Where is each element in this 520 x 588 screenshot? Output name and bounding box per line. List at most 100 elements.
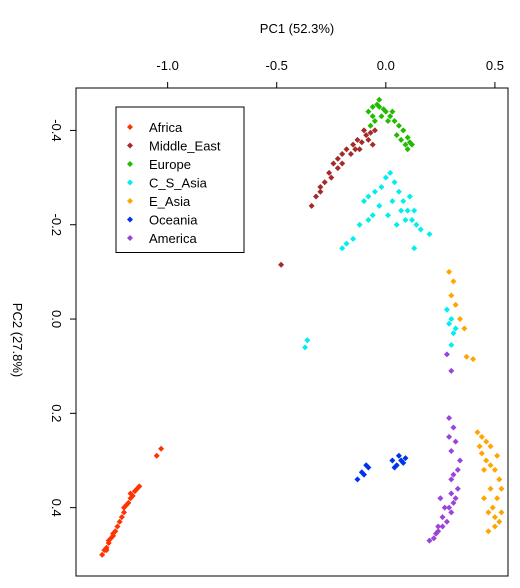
legend-label: Oceania [149, 213, 198, 228]
point-e-asia [446, 268, 453, 275]
point-c-s-asia [382, 174, 389, 181]
point-e-asia [481, 495, 487, 502]
point-middle-east [278, 261, 285, 268]
point-middle-east [317, 188, 324, 195]
point-europe [367, 122, 374, 129]
legend-marker [127, 216, 133, 223]
point-c-s-asia [389, 198, 396, 205]
point-middle-east [339, 151, 346, 158]
point-america [433, 530, 439, 537]
point-africa [153, 452, 160, 459]
point-america [450, 471, 457, 478]
point-c-s-asia [343, 240, 350, 247]
point-e-asia [476, 443, 483, 450]
point-europe [404, 146, 411, 153]
point-c-s-asia [404, 207, 411, 214]
point-america [441, 504, 448, 511]
legend-label: E_Asia [149, 194, 191, 209]
point-e-asia [483, 457, 490, 464]
point-oceania [400, 459, 407, 466]
point-c-s-asia [417, 226, 424, 233]
point-e-asia [494, 452, 501, 459]
point-africa [118, 514, 125, 521]
point-africa [110, 532, 117, 539]
legend-label: America [149, 231, 197, 246]
point-e-asia [481, 466, 487, 473]
point-america [426, 537, 433, 544]
point-america [437, 495, 444, 502]
point-europe [369, 103, 376, 110]
point-e-asia [487, 462, 494, 469]
x-tick-label: 0.0 [377, 58, 395, 73]
point-e-asia [491, 523, 498, 530]
x-axis-title: PC1 (52.3%) [260, 21, 334, 36]
legend-label: Europe [149, 157, 191, 172]
point-c-s-asia [443, 306, 450, 313]
point-c-s-asia [409, 217, 415, 224]
point-middle-east [334, 165, 341, 172]
point-america [452, 495, 459, 502]
point-e-asia [485, 509, 492, 516]
y-tick-label: 0.0 [49, 310, 64, 328]
point-america [448, 509, 455, 516]
point-europe [365, 108, 372, 115]
y-tick-label: 0.2 [49, 404, 64, 422]
point-africa [99, 551, 106, 558]
point-europe [376, 96, 383, 103]
point-europe [378, 113, 385, 120]
point-america [448, 448, 455, 455]
point-middle-east [308, 202, 315, 209]
point-e-asia [483, 438, 490, 445]
point-c-s-asia [400, 198, 407, 205]
point-america [446, 504, 453, 511]
point-america [439, 523, 446, 530]
point-europe [395, 122, 402, 129]
point-c-s-asia [452, 325, 459, 332]
point-c-s-asia [393, 221, 400, 228]
point-america [450, 499, 457, 506]
y-tick-label: -0.4 [49, 119, 64, 141]
point-africa [116, 518, 123, 525]
point-middle-east [317, 184, 324, 191]
legend-label: C_S_Asia [149, 176, 208, 191]
point-e-asia [489, 504, 496, 511]
point-e-asia [478, 450, 485, 457]
point-middle-east [328, 174, 335, 181]
point-america [430, 535, 437, 542]
point-c-s-asia [391, 179, 398, 186]
point-africa [114, 523, 121, 530]
point-middle-east [358, 139, 365, 146]
point-c-s-asia [376, 202, 383, 209]
point-e-asia [457, 316, 463, 323]
point-europe [369, 113, 376, 120]
point-america [454, 466, 461, 473]
point-america [448, 476, 455, 483]
point-middle-east [321, 179, 328, 186]
point-c-s-asia [398, 207, 405, 214]
point-america [435, 523, 442, 530]
point-e-asia [470, 356, 477, 363]
point-america [443, 518, 450, 525]
point-c-s-asia [426, 231, 433, 238]
point-c-s-asia [304, 337, 311, 344]
point-europe [382, 108, 389, 115]
point-america [454, 485, 461, 492]
point-c-s-asia [446, 320, 453, 327]
point-europe [409, 141, 415, 148]
y-axis-title: PC2 (27.8%) [10, 303, 25, 377]
point-middle-east [350, 141, 357, 148]
point-c-s-asia [387, 169, 394, 176]
point-e-asia [487, 443, 494, 450]
point-europe [402, 141, 409, 148]
point-c-s-asia [369, 212, 376, 219]
point-oceania [391, 464, 398, 471]
y-tick-label: -0.2 [49, 214, 64, 236]
point-middle-east [354, 136, 361, 143]
point-c-s-asia [365, 217, 372, 224]
point-europe [387, 113, 394, 120]
point-oceania [365, 464, 372, 471]
point-middle-east [356, 146, 363, 153]
point-europe [389, 108, 396, 115]
point-c-s-asia [413, 221, 420, 228]
